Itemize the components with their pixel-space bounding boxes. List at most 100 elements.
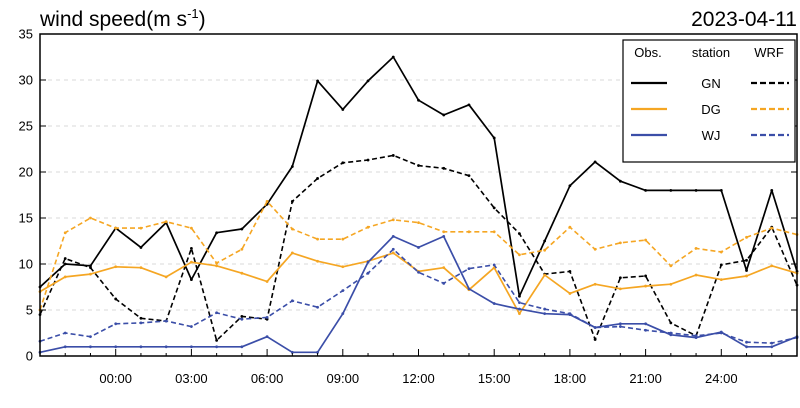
- data-point: [139, 321, 143, 325]
- data-point: [341, 108, 345, 111]
- data-point: [114, 226, 118, 230]
- data-point: [215, 261, 219, 265]
- data-point: [114, 322, 118, 326]
- chart-title: wind speed(m s-1): [39, 6, 206, 31]
- chart-title-suffix: ): [199, 8, 206, 31]
- data-point: [240, 271, 244, 275]
- data-point: [669, 331, 673, 335]
- data-point: [568, 184, 572, 188]
- data-point: [467, 230, 471, 234]
- series-line: [39, 235, 798, 354]
- data-point: [492, 206, 496, 210]
- data-point: [518, 294, 521, 298]
- data-point: [417, 98, 420, 102]
- data-point: [391, 251, 395, 255]
- x-tick-label: 06:00: [251, 371, 284, 386]
- legend-station-label: DG: [701, 102, 721, 117]
- data-point: [240, 345, 244, 349]
- data-point: [492, 230, 496, 234]
- data-point: [139, 266, 143, 270]
- data-point: [492, 302, 496, 305]
- data-point: [290, 350, 294, 354]
- data-point: [745, 345, 748, 349]
- data-point: [518, 232, 521, 236]
- data-point: [593, 338, 597, 341]
- data-point: [391, 55, 395, 59]
- data-point: [89, 345, 92, 349]
- data-point: [770, 189, 774, 192]
- data-point: [89, 272, 92, 276]
- data-point: [467, 174, 471, 178]
- data-point: [341, 265, 345, 269]
- data-point: [316, 177, 319, 180]
- data-point: [190, 246, 193, 250]
- data-point: [467, 267, 471, 270]
- data-point: [669, 189, 673, 192]
- data-point: [618, 322, 622, 326]
- data-point: [669, 321, 673, 325]
- data-point: [391, 154, 395, 157]
- data-point: [719, 250, 723, 254]
- data-point: [366, 225, 370, 229]
- data-point: [644, 238, 647, 242]
- data-point: [492, 263, 496, 267]
- data-point: [63, 262, 67, 266]
- data-point: [265, 335, 269, 339]
- data-point: [644, 274, 647, 278]
- data-point: [618, 241, 622, 245]
- x-tick-label: 21:00: [629, 371, 662, 386]
- data-point: [543, 248, 547, 252]
- data-point: [618, 276, 622, 280]
- data-point: [89, 216, 92, 220]
- data-point: [593, 247, 597, 251]
- legend-header-obs: Obs.: [634, 45, 661, 60]
- data-point: [63, 231, 67, 235]
- data-point: [190, 260, 193, 264]
- y-tick-label: 15: [19, 211, 33, 226]
- legend-station-label: WJ: [702, 128, 721, 143]
- data-point: [89, 266, 92, 270]
- series-line: [39, 252, 798, 315]
- data-point: [139, 246, 143, 249]
- data-point: [366, 79, 370, 83]
- data-point: [139, 345, 143, 349]
- data-point: [190, 325, 193, 328]
- data-point: [543, 312, 547, 316]
- series-wj-wrf: [38, 247, 799, 345]
- data-point: [694, 189, 698, 192]
- series-layer: [38, 55, 799, 354]
- data-point: [593, 326, 597, 329]
- data-point: [391, 218, 395, 222]
- data-point: [316, 259, 319, 263]
- series-dg-obs: [38, 251, 799, 316]
- data-point: [190, 345, 193, 349]
- data-point: [417, 246, 420, 249]
- data-point: [391, 235, 395, 238]
- data-point: [265, 280, 269, 283]
- x-tick-label: 00:00: [99, 371, 132, 386]
- x-tick-label: 15:00: [478, 371, 511, 386]
- data-point: [568, 225, 572, 229]
- y-tick-label: 35: [19, 27, 33, 42]
- x-axis: 00:00 03:00 06:00 09:00 12:00 15:00 18:00 21:00…: [39, 349, 798, 386]
- data-point: [240, 227, 244, 231]
- data-point: [568, 292, 572, 295]
- x-tick-label: 09:00: [327, 371, 360, 386]
- y-tick-label: 20: [19, 165, 33, 180]
- data-point: [290, 299, 294, 303]
- data-point: [719, 331, 723, 335]
- data-point: [770, 226, 774, 230]
- data-point: [518, 301, 521, 305]
- data-point: [114, 297, 118, 301]
- data-point: [190, 278, 193, 282]
- data-point: [316, 79, 319, 83]
- data-point: [745, 235, 748, 239]
- x-tick-label: 03:00: [175, 371, 208, 386]
- data-point: [164, 220, 168, 224]
- data-point: [644, 322, 647, 326]
- data-point: [518, 307, 521, 311]
- data-point: [543, 239, 547, 243]
- data-point: [290, 227, 294, 231]
- data-point: [290, 200, 294, 203]
- data-point: [366, 158, 370, 162]
